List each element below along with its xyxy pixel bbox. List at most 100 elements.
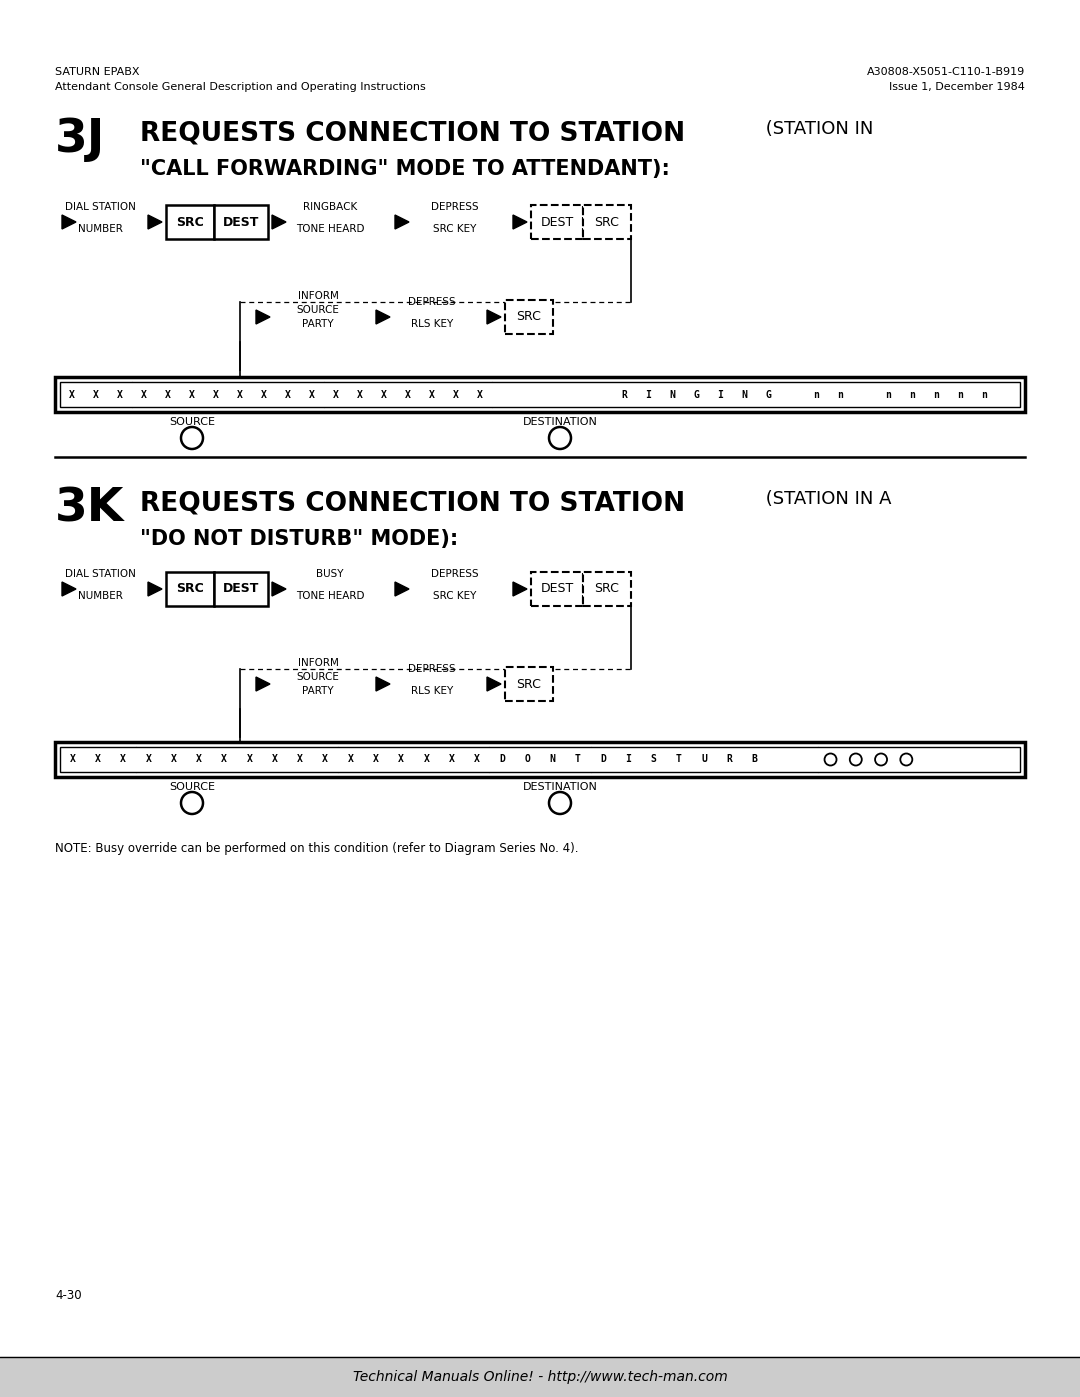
Text: X: X: [195, 754, 202, 764]
Text: X: X: [399, 754, 404, 764]
Polygon shape: [62, 583, 76, 597]
Text: I: I: [625, 754, 632, 764]
Text: B: B: [752, 754, 758, 764]
Text: X: X: [272, 754, 278, 764]
Bar: [214, 571, 268, 606]
Text: X: X: [146, 754, 151, 764]
Text: n: n: [909, 390, 915, 400]
Polygon shape: [376, 678, 390, 692]
Text: (STATION IN: (STATION IN: [760, 120, 874, 138]
Text: "DO NOT DISTURB" MODE):: "DO NOT DISTURB" MODE):: [140, 529, 458, 549]
Text: SRC: SRC: [516, 310, 541, 324]
Polygon shape: [148, 583, 162, 597]
Text: X: X: [246, 754, 253, 764]
Text: X: X: [297, 754, 302, 764]
Bar: [583, 205, 631, 239]
Text: X: X: [117, 390, 123, 400]
Text: X: X: [423, 754, 429, 764]
Polygon shape: [272, 215, 286, 229]
Bar: [214, 205, 268, 239]
Text: N: N: [550, 754, 555, 764]
Text: SRC: SRC: [516, 678, 541, 690]
Text: TONE HEARD: TONE HEARD: [296, 591, 364, 601]
Text: DEPRESS: DEPRESS: [431, 569, 478, 578]
Text: DEPRESS: DEPRESS: [408, 298, 456, 307]
Text: Issue 1, December 1984: Issue 1, December 1984: [889, 82, 1025, 92]
Text: INFORM: INFORM: [298, 658, 338, 668]
Text: N: N: [741, 390, 747, 400]
Text: T: T: [575, 754, 581, 764]
Text: DESTINATION: DESTINATION: [523, 782, 597, 792]
Text: REQUESTS CONNECTION TO STATION: REQUESTS CONNECTION TO STATION: [140, 490, 685, 515]
Text: X: X: [474, 754, 480, 764]
Text: X: X: [333, 390, 339, 400]
Text: X: X: [348, 754, 353, 764]
Text: X: X: [429, 390, 435, 400]
Text: RLS KEY: RLS KEY: [410, 686, 454, 696]
Text: X: X: [165, 390, 171, 400]
Text: 4-30: 4-30: [55, 1289, 82, 1302]
Text: SRC: SRC: [176, 583, 204, 595]
Text: X: X: [70, 754, 76, 764]
Text: D: D: [600, 754, 606, 764]
Bar: [505, 300, 553, 334]
Text: Technical Manuals Online! - http://www.tech-man.com: Technical Manuals Online! - http://www.t…: [353, 1370, 727, 1384]
Polygon shape: [487, 678, 501, 692]
Bar: [166, 205, 214, 239]
Text: R: R: [621, 390, 626, 400]
Text: Attendant Console General Description and Operating Instructions: Attendant Console General Description an…: [55, 82, 426, 92]
Polygon shape: [395, 583, 409, 597]
Text: X: X: [448, 754, 455, 764]
Polygon shape: [148, 215, 162, 229]
Text: X: X: [309, 390, 315, 400]
Bar: [531, 571, 583, 606]
Text: SRC KEY: SRC KEY: [433, 591, 476, 601]
Bar: [55, 377, 1025, 412]
Text: PARTY: PARTY: [302, 686, 334, 696]
Bar: [55, 742, 1025, 777]
Text: X: X: [189, 390, 194, 400]
Text: RINGBACK: RINGBACK: [302, 203, 357, 212]
Polygon shape: [395, 215, 409, 229]
Text: X: X: [357, 390, 363, 400]
Text: A30808-X5051-C110-1-B919: A30808-X5051-C110-1-B919: [867, 67, 1025, 77]
Text: DEST: DEST: [222, 583, 259, 595]
Bar: [60, 747, 1020, 773]
Text: BUSY: BUSY: [316, 569, 343, 578]
Text: DESTINATION: DESTINATION: [523, 416, 597, 427]
Text: SOURCE: SOURCE: [297, 305, 339, 314]
Text: 3K: 3K: [55, 488, 124, 532]
Polygon shape: [513, 583, 527, 597]
Text: O: O: [525, 754, 530, 764]
Text: X: X: [120, 754, 126, 764]
Text: G: G: [693, 390, 699, 400]
Text: SRC: SRC: [595, 215, 620, 229]
Text: X: X: [381, 390, 387, 400]
Text: X: X: [93, 390, 99, 400]
Bar: [531, 205, 583, 239]
Text: DEPRESS: DEPRESS: [431, 203, 478, 212]
Text: RLS KEY: RLS KEY: [410, 319, 454, 330]
Polygon shape: [256, 678, 270, 692]
Bar: [166, 571, 214, 606]
Text: X: X: [238, 390, 243, 400]
Text: SOURCE: SOURCE: [297, 672, 339, 682]
Text: NOTE: Busy override can be performed on this condition (refer to Diagram Series : NOTE: Busy override can be performed on …: [55, 842, 579, 855]
Text: SOURCE: SOURCE: [168, 782, 215, 792]
Text: X: X: [95, 754, 100, 764]
Text: X: X: [477, 390, 483, 400]
Text: n: n: [933, 390, 939, 400]
Text: G: G: [765, 390, 771, 400]
Text: D: D: [499, 754, 505, 764]
Text: n: n: [886, 390, 891, 400]
Polygon shape: [256, 310, 270, 324]
Text: S: S: [651, 754, 657, 764]
Text: SRC: SRC: [595, 583, 620, 595]
Text: DIAL STATION: DIAL STATION: [65, 569, 135, 578]
Text: X: X: [221, 754, 227, 764]
Text: DEST: DEST: [540, 583, 573, 595]
Text: n: n: [813, 390, 819, 400]
Polygon shape: [62, 215, 76, 229]
Text: I: I: [717, 390, 723, 400]
Text: INFORM: INFORM: [298, 291, 338, 300]
